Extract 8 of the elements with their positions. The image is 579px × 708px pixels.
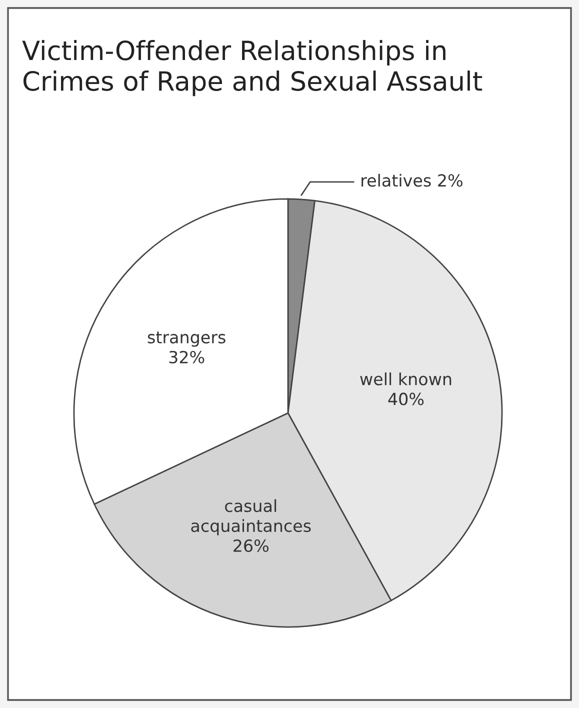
- slice-label: well known: [360, 372, 452, 386]
- slice-label: casual acquaintances: [191, 499, 311, 536]
- data-label: 32%: [169, 350, 204, 364]
- slice-label: relatives 2%: [362, 174, 462, 187]
- slice-label: strangers: [148, 332, 226, 347]
- data-label: 40%: [388, 392, 424, 406]
- data-label: 26%: [234, 539, 268, 552]
- chart-title: Victim-Offender Relationships in Crimes of Rape and Sexual Assault: [22, 40, 482, 96]
